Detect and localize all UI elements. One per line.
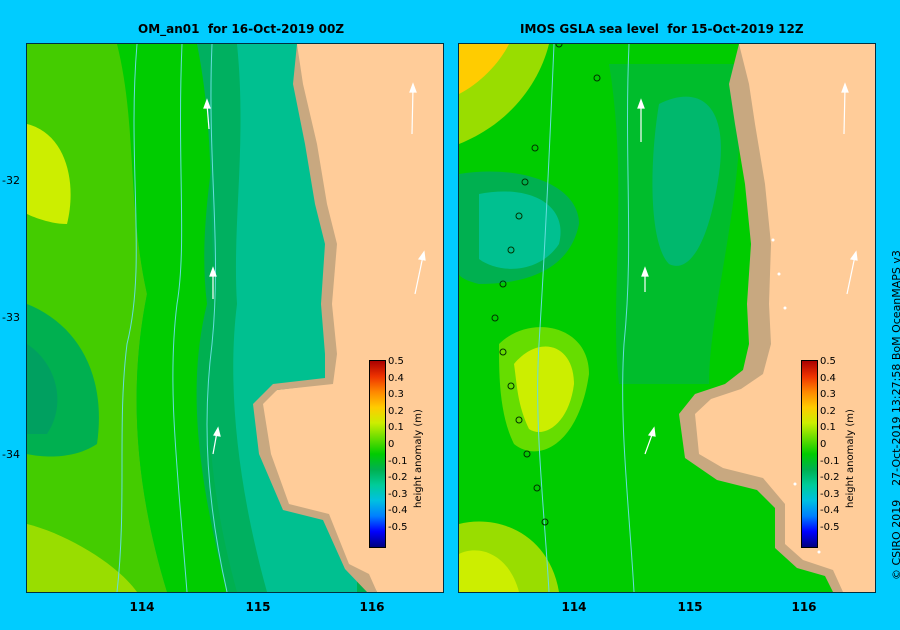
cb1-tick: 0: [388, 438, 395, 450]
cb1-tick: -0.1: [388, 455, 408, 467]
cb1-tick: 0.3: [388, 389, 404, 401]
panel-1-colorbar: [369, 360, 386, 548]
panel-2-colorbar-label: height anomaly (m): [845, 409, 856, 508]
panel-1-colorbar-label: height anomaly (m): [413, 409, 424, 508]
x-tick-label: 116: [791, 600, 817, 614]
cb2-tick: -0.5: [820, 521, 840, 533]
cb2-tick: 0: [820, 438, 827, 450]
panel-2-colorbar: [801, 360, 818, 548]
cb2-tick: -0.1: [820, 455, 840, 467]
cb1-tick: 0.2: [388, 405, 404, 417]
cb1-tick: -0.4: [388, 505, 408, 517]
x-tick-label: 114: [561, 600, 587, 614]
cb1-tick: -0.2: [388, 472, 408, 484]
cb2-tick: -0.2: [820, 472, 840, 484]
cb2-tick: 0.2: [820, 405, 836, 417]
panel-1-colorbar-ticks: 0.5 0.4 0.3 0.2 0.1 0 -0.1 -0.2 -0.3 -0.…: [388, 354, 408, 537]
panel-1-map: [26, 43, 444, 593]
x-tick-label: 115: [245, 600, 271, 614]
cb1-tick: 0.4: [388, 372, 404, 384]
cb1-tick: 0.1: [388, 422, 404, 434]
y-tick-label: -32: [2, 174, 20, 187]
x-tick-label: 114: [129, 600, 155, 614]
cb2-tick: 0.3: [820, 389, 836, 401]
cb2-tick: 0.1: [820, 422, 836, 434]
x-tick-label: 115: [677, 600, 703, 614]
cb1-tick: 0.5: [388, 356, 404, 367]
cb2-tick: 0.4: [820, 372, 836, 384]
x-tick-label: 116: [359, 600, 385, 614]
credit-text: © CSIRO 2019 27-Oct-2019 13:27:58 BoM Oc…: [890, 250, 900, 580]
panel-2-colorbar-ticks: 0.5 0.4 0.3 0.2 0.1 0 -0.1 -0.2 -0.3 -0.…: [820, 354, 840, 537]
cb2-tick: -0.3: [820, 488, 840, 500]
cb2-tick: 0.5: [820, 356, 836, 367]
cb1-tick: -0.5: [388, 521, 408, 533]
panel-1-title: OM_an01 for 16-Oct-2019 00Z: [138, 22, 345, 36]
cb2-tick: -0.4: [820, 505, 840, 517]
y-tick-label: -33: [2, 311, 20, 324]
panel-2-title: IMOS GSLA sea level for 15-Oct-2019 12Z: [520, 22, 804, 36]
y-tick-label: -34: [2, 448, 20, 461]
cb1-tick: -0.3: [388, 488, 408, 500]
